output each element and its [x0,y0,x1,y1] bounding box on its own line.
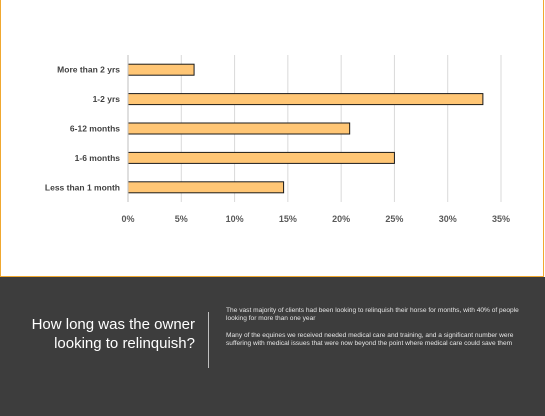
category-label: 1-6 months [75,153,121,163]
x-tick-label: 10% [226,214,244,224]
bar-chart: 0% 5% 10% 15% 20% 25% 30% 35% More than 2 yrs 1-2… [45,55,510,224]
x-tick-label: 30% [439,214,457,224]
bar [127,93,484,106]
category-label: Less than 1 month [45,182,120,192]
caption-panel: How long was the owner looking to relinq… [0,277,545,416]
category-label: 6-12 months [70,124,120,134]
x-tick-label: 0% [121,214,134,224]
bar [127,151,395,164]
note-2: Many of the equines we received needed m… [226,332,514,347]
x-tick-label: 20% [332,214,350,224]
x-tick-label: 25% [385,214,403,224]
category-label: More than 2 yrs [57,65,120,75]
x-tick-label: 5% [175,214,188,224]
divider [208,312,209,368]
bar [127,63,195,76]
x-tick-label: 35% [492,214,510,224]
caption-notes: The vast majority of clients had been lo… [226,307,526,357]
bar [127,122,351,135]
question-title: How long was the owner looking to relinq… [31,316,195,352]
category-label: 1-2 yrs [93,94,121,104]
chart-panel: 0% 5% 10% 15% 20% 25% 30% 35% More than 2 yrs 1-2… [0,0,544,277]
note-1: The vast majority of clients had been lo… [226,307,519,322]
x-tick-label: 15% [279,214,297,224]
bar [127,181,285,194]
